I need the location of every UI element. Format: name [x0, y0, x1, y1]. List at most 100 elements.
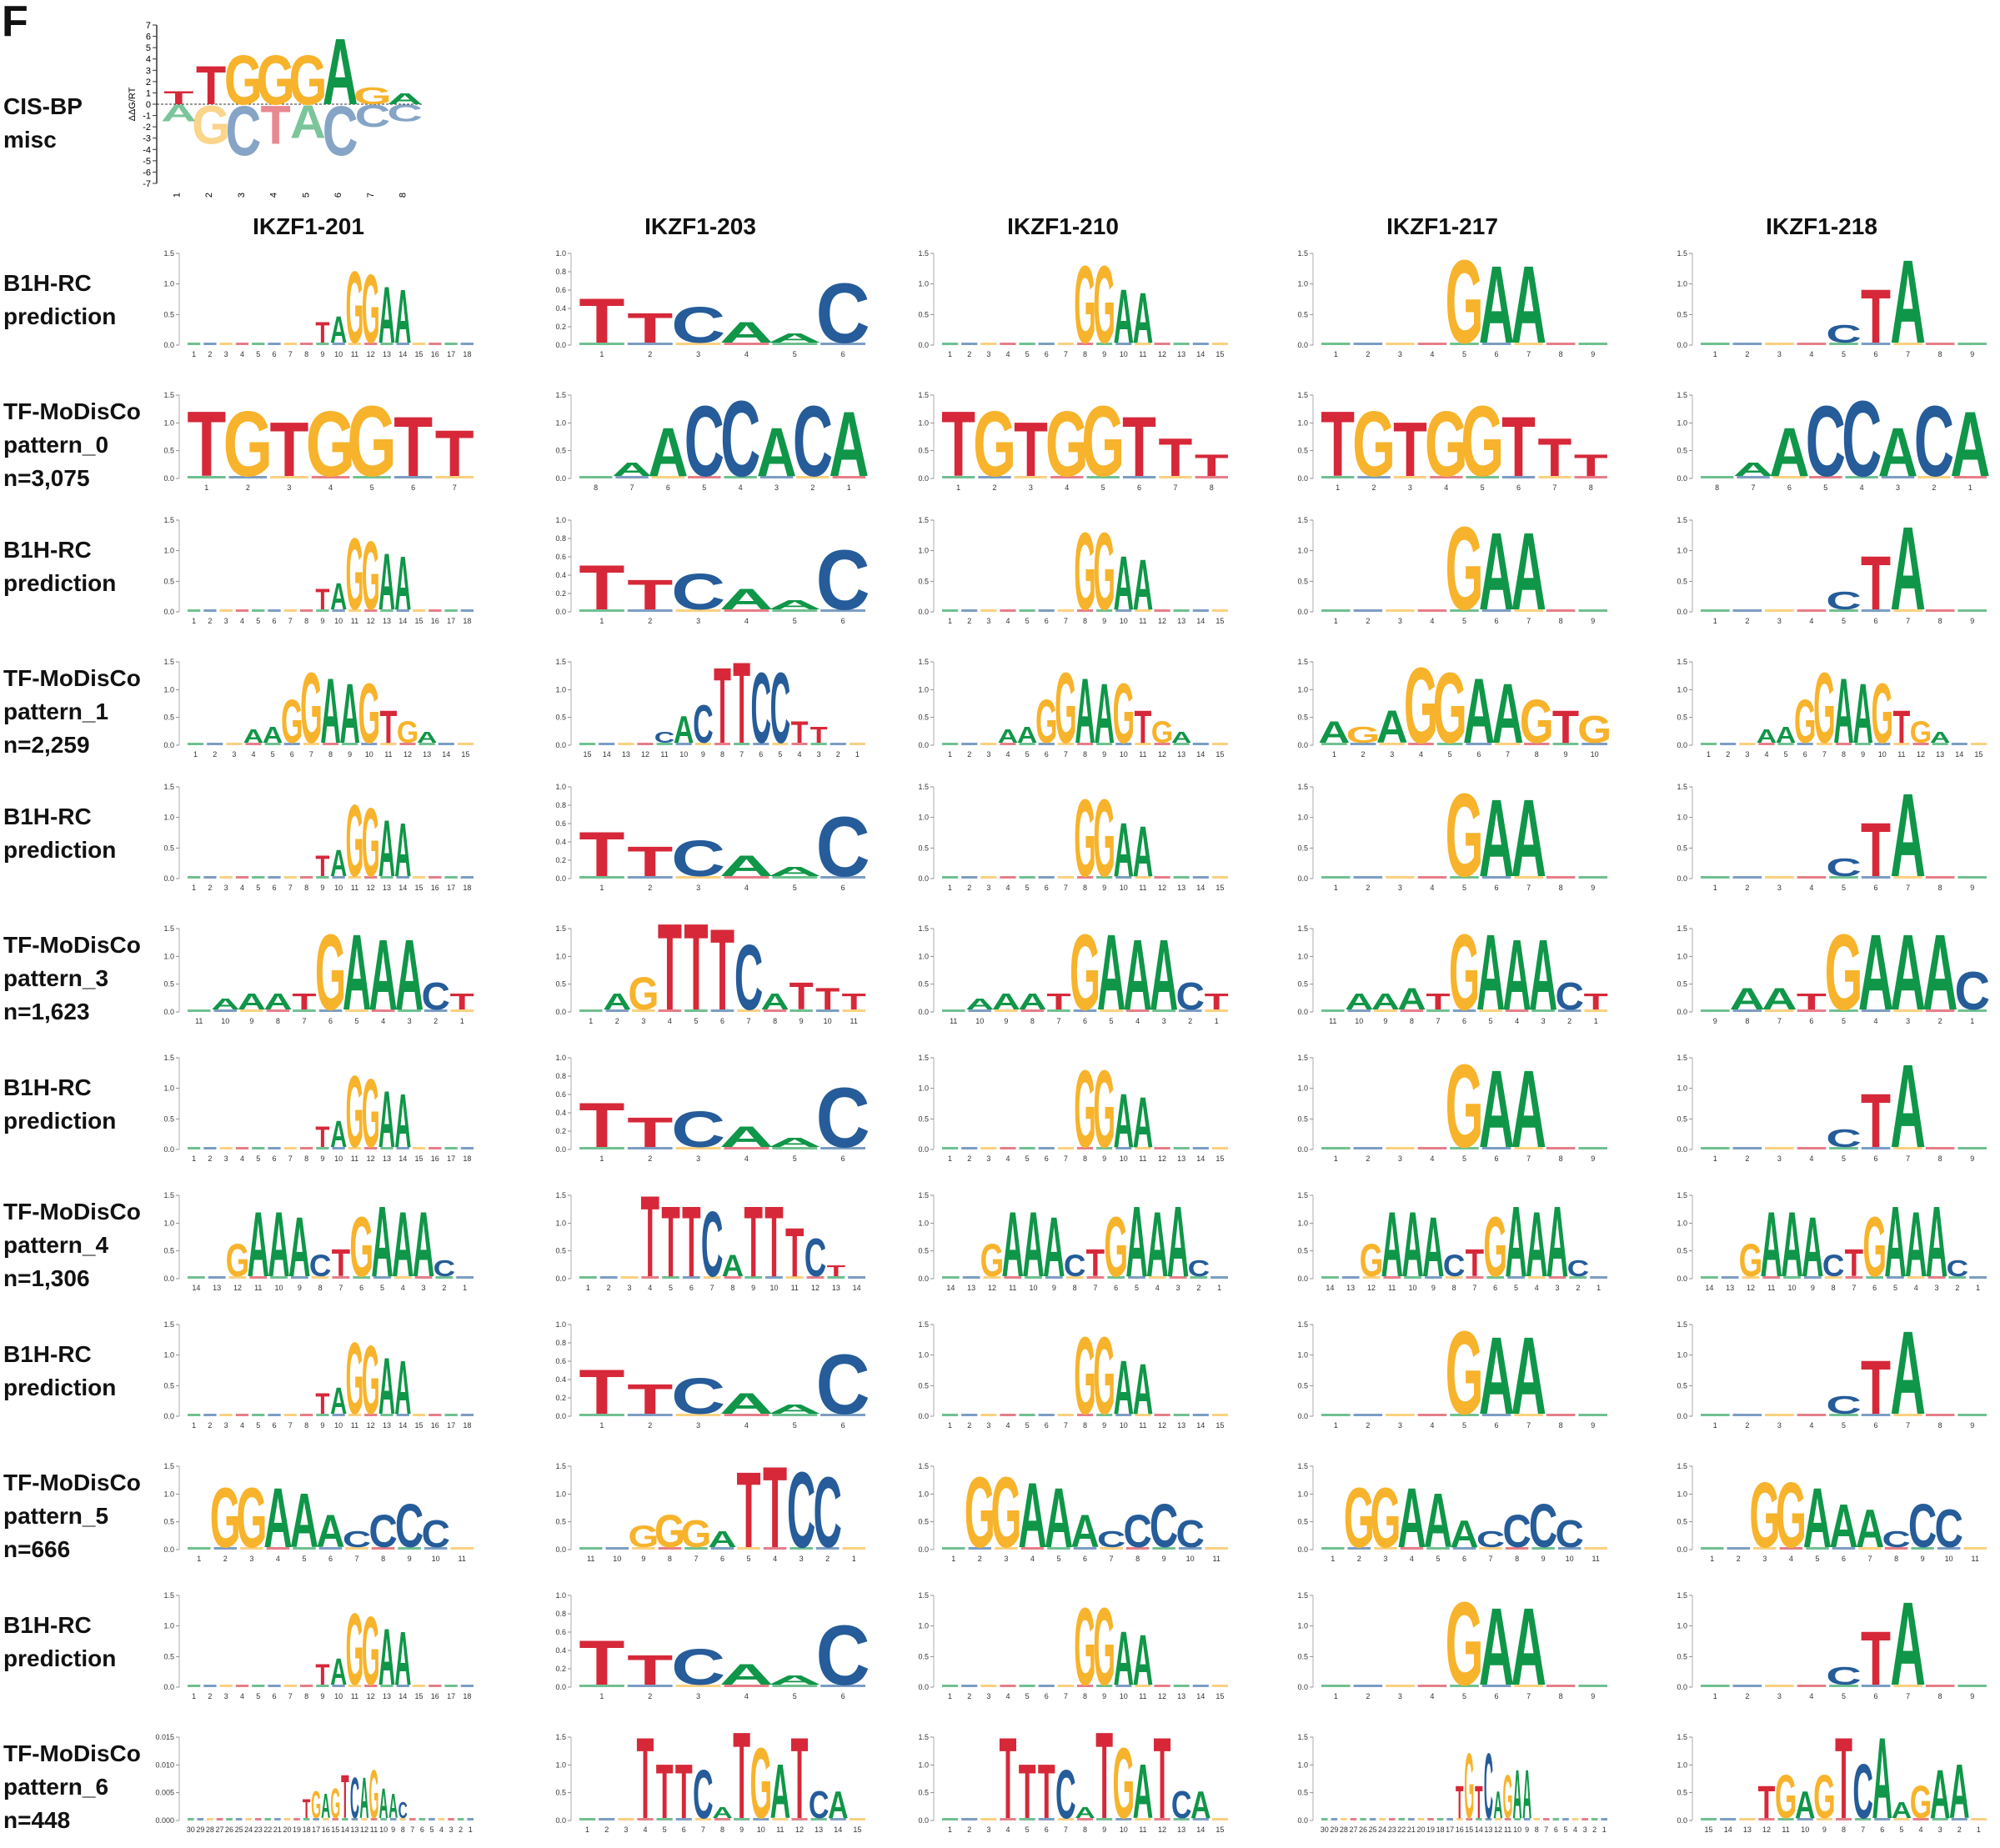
xtick-label: 3 — [1398, 1154, 1402, 1163]
logo-letter: G — [1074, 1315, 1096, 1438]
xtick-label: 4 — [1430, 1421, 1434, 1430]
ytick-label: 0.5 — [918, 1789, 929, 1797]
xtick-label: 8 — [1083, 1692, 1087, 1700]
cisbp-top-letter: T — [196, 55, 226, 117]
row-label: B1H-RC prediction — [3, 804, 117, 863]
ytick-label: 0.5 — [918, 844, 929, 852]
motif-logo: 1.51.00.50.0 C T A1 2 3 4 5 6 7 8 9 — [1677, 1046, 1987, 1171]
xtick-label: 10 — [1120, 750, 1128, 759]
ytick-label: 1.5 — [555, 1733, 566, 1741]
logo-letter: A — [1526, 1192, 1548, 1296]
logo-letter: G — [1404, 650, 1438, 766]
xtick-label: 15 — [1216, 1825, 1224, 1834]
cisbp-bottom-letter: C — [354, 98, 390, 134]
logo-letter: A — [1022, 1192, 1045, 1296]
xtick-label: 9 — [1431, 1284, 1436, 1292]
xtick-label: 4 — [798, 750, 802, 759]
xtick-label: 2 — [978, 1555, 982, 1563]
logo-letter: C — [816, 533, 870, 628]
xtick-label: 20 — [1416, 1825, 1425, 1834]
logo-letter: G — [1446, 1584, 1484, 1709]
xtick-label: 3 — [1390, 750, 1394, 759]
ytick-label: 1.0 — [555, 952, 566, 960]
xtick-label: 13 — [383, 1692, 391, 1700]
xtick-label: 9 — [320, 1154, 324, 1163]
xtick-label: 9 — [641, 1555, 645, 1563]
ytick-label: 0.5 — [1297, 310, 1308, 318]
ytick-label: 0.0 — [918, 1145, 929, 1154]
logo-letter: T — [269, 407, 308, 493]
xtick-label: 10 — [1788, 1284, 1797, 1292]
ytick-label: 1.5 — [1297, 924, 1308, 933]
row-label: TF-MoDisCo pattern_0 n=3,075 — [3, 398, 141, 491]
xtick-label: 9 — [1004, 1017, 1008, 1025]
xtick-label: 5 — [1842, 1017, 1846, 1025]
logo-letter: C — [1555, 1512, 1583, 1555]
xtick-label: 4 — [1065, 483, 1069, 492]
xtick-label: 1 — [1217, 1284, 1221, 1292]
logo-letter: A — [392, 1192, 414, 1296]
xtick-label: 29 — [1330, 1825, 1338, 1834]
cisbp-ytick: -2 — [143, 123, 151, 133]
xtick-label: 12 — [404, 750, 412, 759]
xtick-label: 9 — [320, 884, 324, 892]
xtick-label: 5 — [747, 1555, 751, 1563]
xtick-label: 7 — [1526, 884, 1531, 892]
ytick-label: 0.5 — [1297, 1114, 1308, 1123]
xtick-label: 6 — [1045, 1421, 1049, 1430]
ytick-label: 1.5 — [1677, 924, 1687, 933]
xtick-label: 23 — [1388, 1825, 1396, 1834]
xtick-label: 4 — [1430, 884, 1434, 892]
logo-letter: C — [1806, 385, 1846, 498]
logo-letter: A — [330, 1651, 347, 1694]
xtick-label: 14 — [398, 1421, 407, 1430]
xtick-label: 2 — [1576, 1284, 1580, 1292]
ytick-label: 1.0 — [918, 418, 929, 427]
logo-letter: C — [701, 1192, 724, 1296]
ytick-label: 0.2 — [555, 323, 566, 331]
ytick-label: 0.010 — [155, 1760, 174, 1769]
ytick-label: 1.0 — [1677, 685, 1687, 694]
ytick-label: 0.0 — [555, 1412, 566, 1420]
xtick-label: 10 — [1120, 350, 1128, 358]
logo-letter: A — [1075, 660, 1095, 763]
xtick-label: 13 — [383, 350, 391, 358]
xtick-label: 4 — [328, 483, 333, 492]
xtick-label: 9 — [1861, 750, 1865, 759]
xtick-label: 5 — [1462, 350, 1466, 358]
ytick-label: 0.4 — [555, 1646, 566, 1655]
logo-letter: A — [603, 989, 631, 1015]
xtick-label: 2 — [1366, 350, 1370, 358]
row-label: B1H-RC prediction — [3, 270, 117, 329]
xtick-label: 7 — [1777, 1017, 1782, 1025]
ytick-label: 0.0 — [918, 474, 929, 483]
cisbp-ylabel: ΔΔG/RT — [128, 87, 138, 121]
xtick-label: 8 — [1842, 1825, 1846, 1834]
xtick-label: 3 — [1162, 1017, 1166, 1025]
xtick-label: 14 — [1196, 884, 1205, 892]
xtick-label: 2 — [604, 1825, 609, 1834]
row-label: TF-MoDisCo pattern_1 n=2,259 — [3, 665, 141, 758]
ytick-label: 0.5 — [1297, 447, 1308, 455]
ytick-label: 0.0 — [1677, 341, 1687, 349]
xtick-label: 14 — [1475, 1825, 1483, 1834]
logo-letter: G — [1464, 1734, 1474, 1838]
xtick-label: 1 — [1336, 483, 1340, 492]
xtick-label: 1 — [1331, 1555, 1335, 1563]
xtick-label: 6 — [1083, 1017, 1087, 1025]
xtick-label: 4 — [1809, 1421, 1813, 1430]
xtick-label: 11 — [1592, 1555, 1600, 1563]
xtick-label: 1 — [1710, 1555, 1714, 1563]
ytick-label: 0.0 — [1677, 1683, 1687, 1691]
cisbp-ytick: 2 — [146, 78, 151, 88]
xtick-label: 8 — [1083, 884, 1087, 892]
logo-letter: A — [768, 1673, 822, 1687]
xtick-label: 8 — [318, 1284, 323, 1292]
row-label: B1H-RC prediction — [3, 1612, 117, 1671]
logo-letter: T — [675, 1748, 693, 1835]
xtick-label: 1 — [956, 483, 960, 492]
logo-letter: A — [1075, 1804, 1095, 1821]
cisbp-ytick: -6 — [143, 168, 151, 178]
xtick-label: 2 — [1188, 1017, 1192, 1025]
logo-letter: A — [1930, 1755, 1951, 1833]
